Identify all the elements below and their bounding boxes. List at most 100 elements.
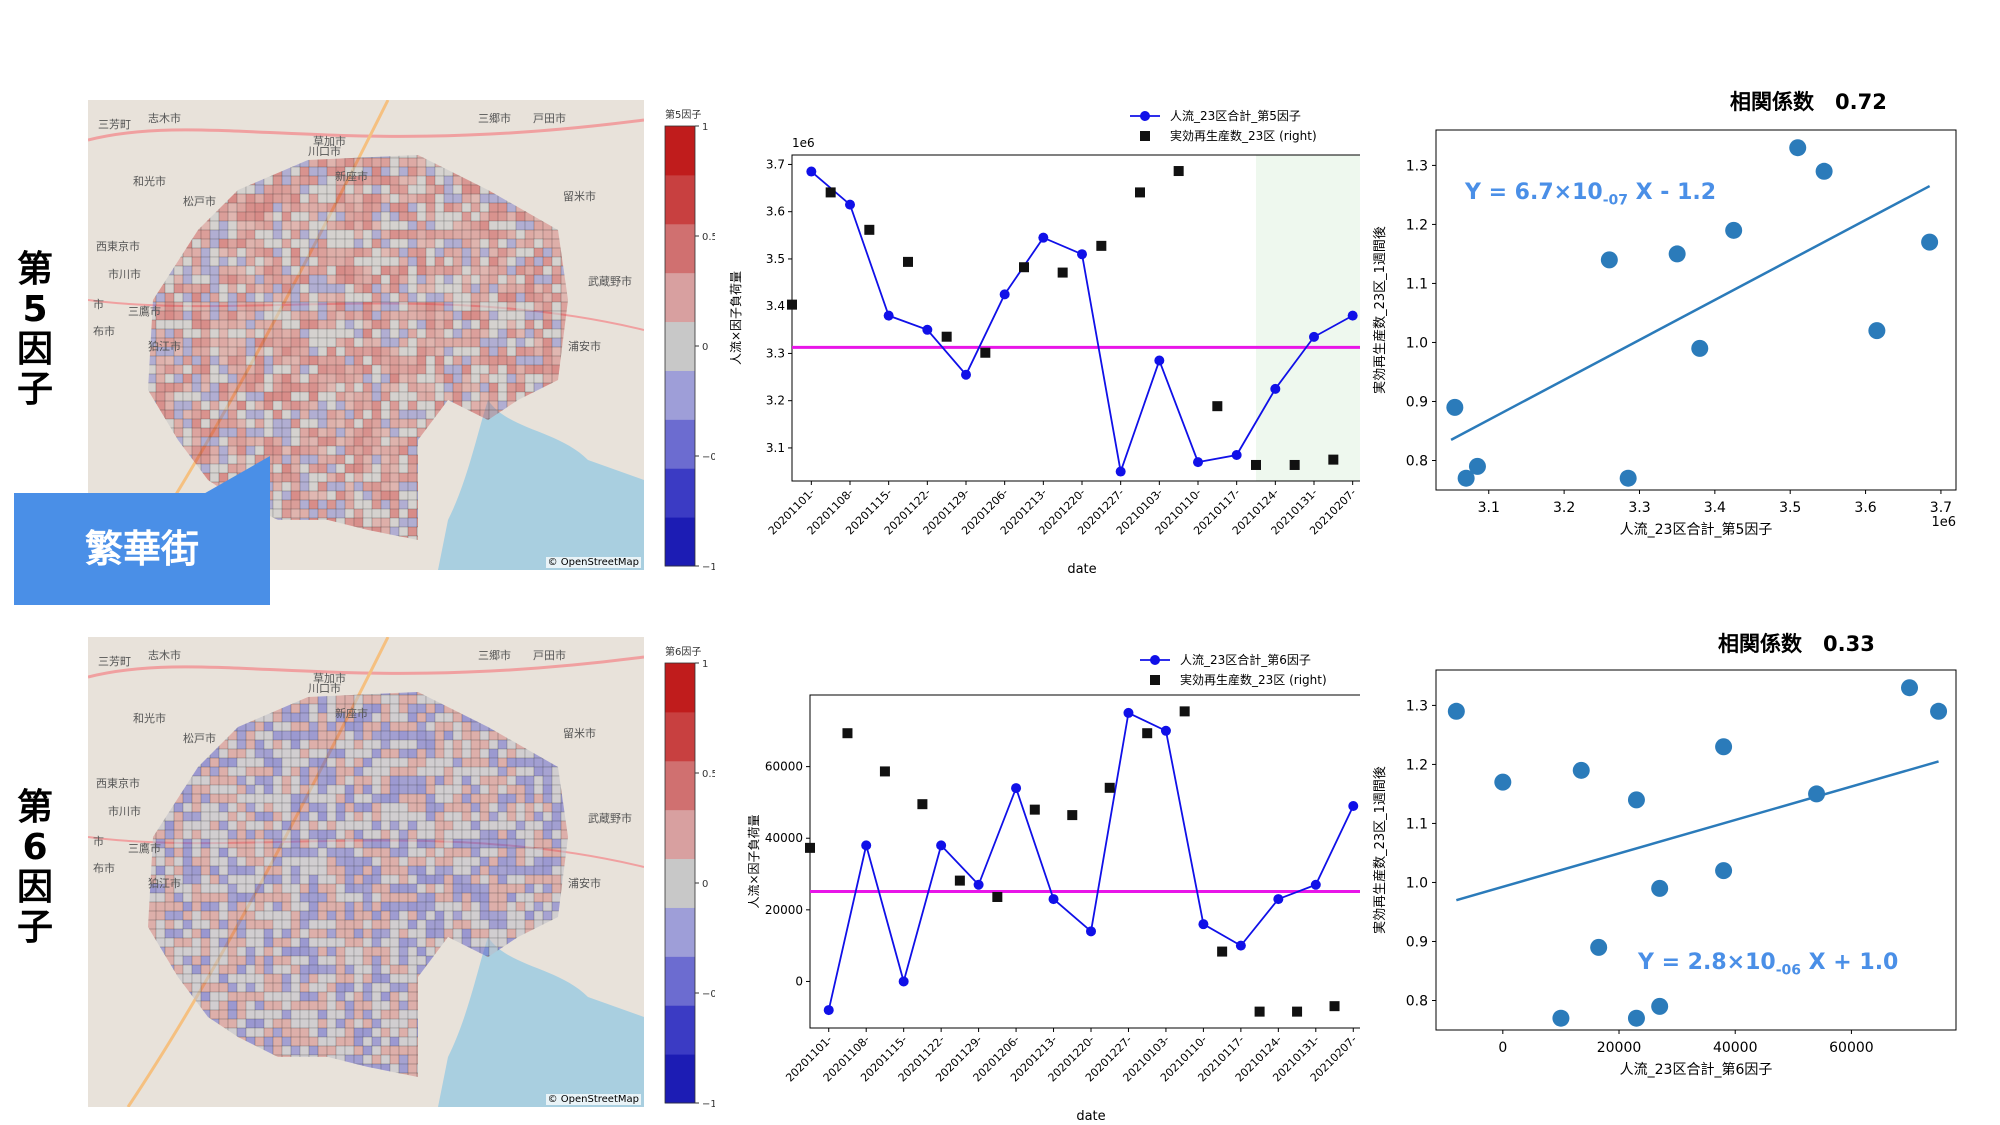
grid-cell [317, 811, 328, 822]
grid-cell [191, 328, 202, 339]
grid-cell [443, 919, 454, 930]
grid-cell [389, 721, 400, 732]
grid-cell [200, 820, 211, 831]
grid-cell [353, 946, 364, 957]
grid-cell [380, 256, 391, 267]
grid-cell [272, 766, 283, 777]
grid-cell [407, 955, 418, 966]
grid-cell [281, 184, 292, 195]
grid-cell [227, 418, 238, 429]
grid-cell [353, 838, 364, 849]
grid-cell [191, 964, 202, 975]
grid-cell [353, 463, 364, 474]
y-tick-label: 20000 [765, 903, 803, 917]
grid-cell [200, 775, 211, 786]
grid-cell [416, 802, 427, 813]
grid-cell [524, 847, 535, 858]
grid-cell [434, 928, 445, 939]
rt-marker [1019, 262, 1029, 273]
grid-cell [263, 220, 274, 231]
colorbar-swatch [665, 663, 695, 713]
grid-cell [389, 703, 400, 714]
grid-cell [425, 247, 436, 258]
grid-cell [452, 301, 463, 312]
grid-cell [254, 283, 265, 294]
grid-cell [326, 364, 337, 375]
grid-cell [533, 892, 544, 903]
grid-cell [470, 775, 481, 786]
grid-cell [173, 400, 184, 411]
grid-cell [272, 739, 283, 750]
grid-cell [398, 811, 409, 822]
grid-cell [227, 202, 238, 213]
grid-cell [335, 319, 346, 330]
grid-cell [470, 856, 481, 867]
grid-cell [227, 910, 238, 921]
grid-cell [398, 883, 409, 894]
grid-cell [497, 274, 508, 285]
scatter-point [1600, 251, 1618, 269]
rt-marker [1329, 1001, 1340, 1012]
grid-cell [173, 856, 184, 867]
y-tick-label: 3.2 [766, 394, 785, 408]
grid-cell [290, 490, 301, 501]
grid-cell [371, 712, 382, 723]
grid-cell [254, 766, 265, 777]
grid-cell [164, 892, 175, 903]
grid-cell [452, 211, 463, 222]
grid-cell [272, 856, 283, 867]
grid-cell [326, 391, 337, 402]
grid-cell [254, 247, 265, 258]
grid-cell [335, 829, 346, 840]
grid-cell [254, 364, 265, 375]
x-tick-label: 3.1 [1478, 500, 1500, 516]
grid-cell [218, 292, 229, 303]
grid-cell [407, 847, 418, 858]
grid-cell [200, 919, 211, 930]
grid-cell [299, 346, 310, 357]
grid-cell [452, 766, 463, 777]
grid-cell [461, 283, 472, 294]
grid-cell [407, 301, 418, 312]
grid-cell [398, 892, 409, 903]
grid-cell [308, 739, 319, 750]
grid-cell [317, 766, 328, 777]
grid-cell [470, 928, 481, 939]
grid-cell [182, 382, 193, 393]
map-place-label: 三芳町 [98, 654, 131, 668]
grid-cell [452, 319, 463, 330]
grid-cell [344, 748, 355, 759]
grid-cell [200, 982, 211, 993]
grid-cell [389, 391, 400, 402]
grid-cell [236, 310, 247, 321]
grid-cell [488, 337, 499, 348]
grid-cell [506, 301, 517, 312]
grid-cell [344, 310, 355, 321]
grid-cell [272, 391, 283, 402]
grid-cell [308, 481, 319, 492]
grid-cell [290, 874, 301, 885]
grid-cell [236, 274, 247, 285]
equation-exponent: -07 [1602, 192, 1629, 209]
grid-cell [416, 175, 427, 186]
grid-cell [443, 184, 454, 195]
grid-cell [317, 292, 328, 303]
grid-cell [290, 856, 301, 867]
grid-cell [227, 964, 238, 975]
map-place-label: 新座市 [335, 706, 368, 720]
grid-cell [425, 166, 436, 177]
grid-cell [200, 856, 211, 867]
grid-cell [542, 238, 553, 249]
grid-cell [317, 409, 328, 420]
grid-cell [191, 775, 202, 786]
x-axis-label: date [1076, 1109, 1105, 1124]
rt-marker [903, 256, 913, 267]
grid-cell [551, 892, 562, 903]
grid-cell [290, 229, 301, 240]
series-point [1198, 919, 1209, 930]
grid-cell [380, 373, 391, 384]
series-point [1235, 940, 1246, 951]
grid-cell [389, 265, 400, 276]
grid-cell [362, 856, 373, 867]
